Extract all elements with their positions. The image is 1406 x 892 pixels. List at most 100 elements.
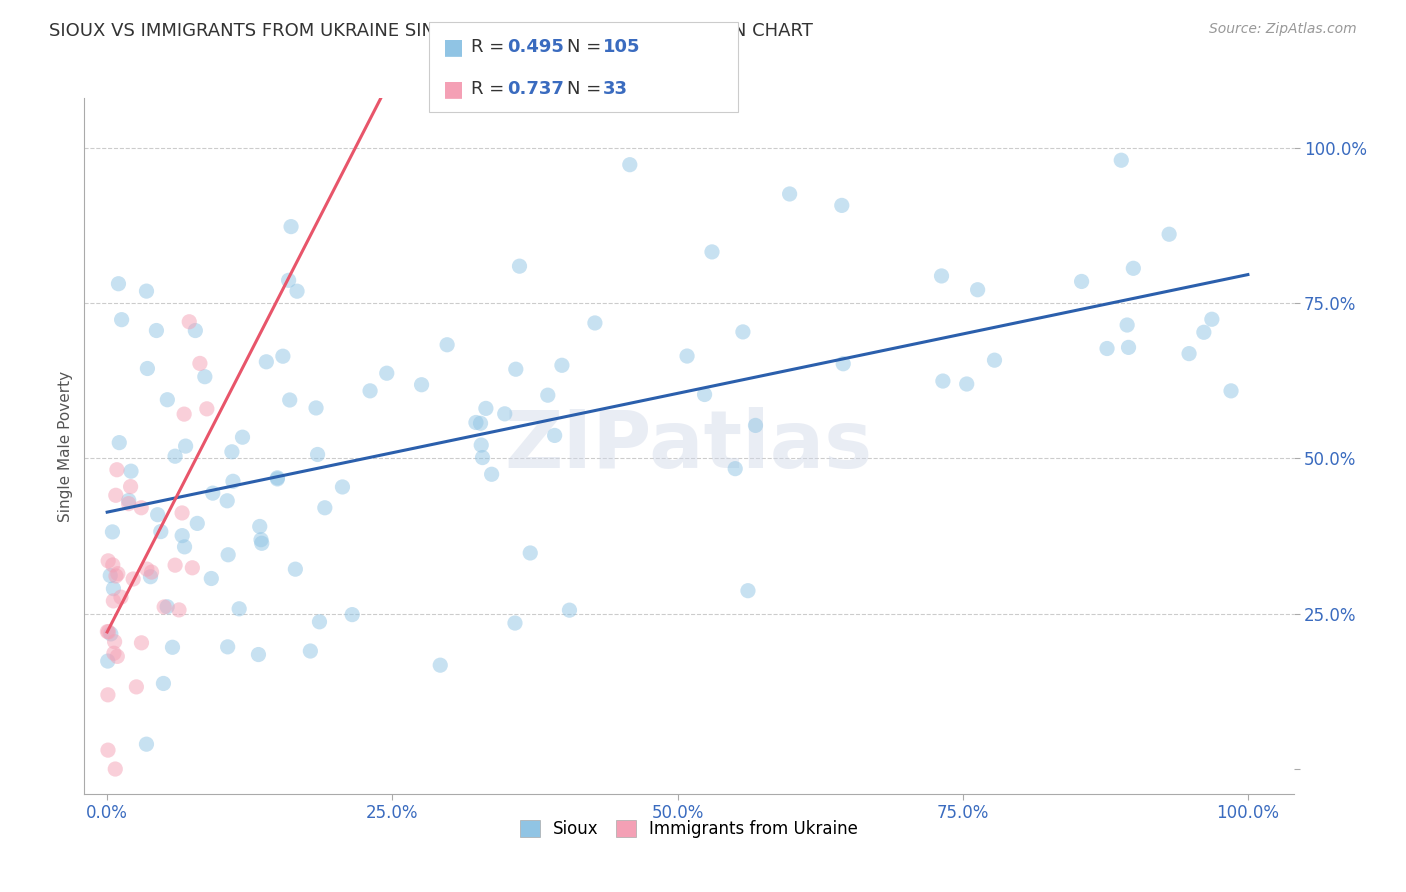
Point <box>135 737 157 751</box>
Point <box>101 558 124 572</box>
Text: 0.495: 0.495 <box>508 38 564 56</box>
Point <box>503 615 526 630</box>
Point <box>558 603 581 617</box>
Point <box>831 198 853 212</box>
Point <box>266 472 288 486</box>
Point <box>1118 340 1140 354</box>
Text: R =: R = <box>471 80 510 98</box>
Point <box>103 594 125 608</box>
Point <box>139 570 162 584</box>
Point <box>299 644 322 658</box>
Point <box>332 480 354 494</box>
Point <box>104 762 127 776</box>
Point <box>103 582 125 596</box>
Y-axis label: Single Male Poverty: Single Male Poverty <box>58 370 73 522</box>
Point <box>1201 312 1223 326</box>
Point <box>97 743 120 757</box>
Point <box>98 568 121 582</box>
Point <box>120 480 142 494</box>
Text: SIOUX VS IMMIGRANTS FROM UKRAINE SINGLE MALE POVERTY CORRELATION CHART: SIOUX VS IMMIGRANTS FROM UKRAINE SINGLE … <box>49 22 813 40</box>
Point <box>122 572 145 586</box>
Point <box>494 407 516 421</box>
Point <box>103 646 125 660</box>
Point <box>181 561 204 575</box>
Point <box>105 463 128 477</box>
Point <box>284 562 307 576</box>
Point <box>125 680 148 694</box>
Point <box>724 461 747 475</box>
Legend: Sioux, Immigrants from Ukraine: Sioux, Immigrants from Ukraine <box>513 814 865 845</box>
Point <box>221 445 243 459</box>
Point <box>305 401 328 415</box>
Text: N =: N = <box>567 38 600 56</box>
Point <box>470 438 492 452</box>
Point <box>110 312 132 326</box>
Text: Source: ZipAtlas.com: Source: ZipAtlas.com <box>1209 22 1357 37</box>
Point <box>217 548 239 562</box>
Point <box>156 392 179 407</box>
Point <box>96 624 118 639</box>
Text: 0.737: 0.737 <box>508 80 564 98</box>
Point <box>700 244 723 259</box>
Point <box>97 554 120 568</box>
Point <box>693 387 716 401</box>
Point <box>583 316 606 330</box>
Point <box>222 475 245 489</box>
Point <box>266 471 288 485</box>
Text: ■: ■ <box>443 37 464 57</box>
Point <box>100 627 122 641</box>
Point <box>1159 227 1181 242</box>
Point <box>173 540 195 554</box>
Point <box>278 392 301 407</box>
Point <box>173 407 195 421</box>
Point <box>250 533 273 547</box>
Point <box>1116 318 1139 332</box>
Point <box>277 273 299 287</box>
Point <box>228 602 250 616</box>
Point <box>141 565 163 579</box>
Point <box>1070 275 1092 289</box>
Point <box>508 259 530 273</box>
Point <box>135 284 157 298</box>
Point <box>108 435 131 450</box>
Point <box>307 448 329 462</box>
Point <box>200 572 222 586</box>
Point <box>340 607 363 622</box>
Point <box>107 277 129 291</box>
Point <box>411 377 433 392</box>
Point <box>1109 153 1132 168</box>
Point <box>314 500 336 515</box>
Point <box>966 283 988 297</box>
Point <box>1192 326 1215 340</box>
Point <box>779 186 801 201</box>
Point <box>254 355 277 369</box>
Point <box>101 524 124 539</box>
Point <box>170 506 193 520</box>
Point <box>983 353 1005 368</box>
Point <box>165 558 187 573</box>
Point <box>136 361 159 376</box>
Point <box>471 450 494 465</box>
Point <box>184 324 207 338</box>
Point <box>146 508 169 522</box>
Point <box>551 359 574 373</box>
Point <box>359 384 381 398</box>
Point <box>97 688 120 702</box>
Point <box>129 500 152 515</box>
Point <box>174 439 197 453</box>
Point <box>464 416 486 430</box>
Point <box>167 603 190 617</box>
Point <box>217 640 239 654</box>
Point <box>104 569 127 583</box>
Point <box>249 519 271 533</box>
Point <box>105 649 128 664</box>
Point <box>172 528 194 542</box>
Text: ZIPatlas: ZIPatlas <box>505 407 873 485</box>
Point <box>120 464 142 478</box>
Point <box>131 636 153 650</box>
Point <box>97 624 120 639</box>
Text: 33: 33 <box>603 80 628 98</box>
Point <box>247 648 270 662</box>
Point <box>217 493 239 508</box>
Point <box>436 338 458 352</box>
